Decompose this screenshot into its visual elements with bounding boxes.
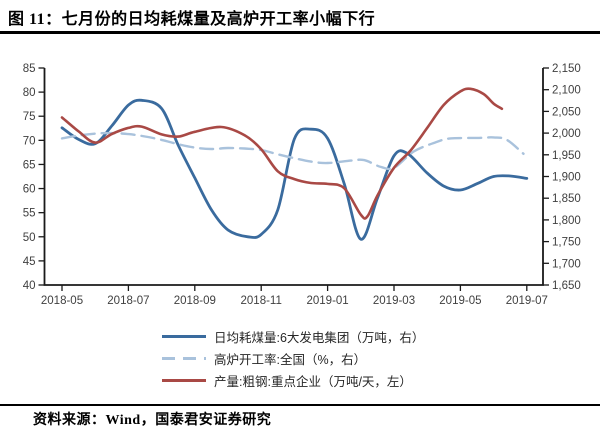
legend-label: 日均耗煤量:6大发电集团（万吨，右） (214, 330, 425, 345)
legend-item-crude-steel: 产量:粗钢:重点企业（万吨/天，左） (162, 369, 424, 391)
x-axis-tick-label: 2019-03 (373, 295, 415, 307)
right-axis-tick-label: 1,950 (552, 150, 581, 162)
x-axis-tick-label: 2018-11 (241, 295, 282, 307)
left-axis-tick-label: 85 (23, 63, 36, 75)
chart-legend: 日均耗煤量:6大发电集团（万吨，右） 高炉开工率:全国（%，右） 产量:粗钢:重… (162, 325, 424, 391)
x-axis-tick-label: 2019-05 (439, 295, 481, 307)
series-line-daily-coal-consumption (60, 98, 529, 241)
figure-title: 图 11：七月份的日均耗煤量及高炉开工率小幅下行 (8, 11, 376, 28)
right-axis-tick-label: 1,850 (552, 193, 581, 205)
legend-label: 产量:粗钢:重点企业（万吨/天，左） (214, 374, 412, 389)
left-axis-tick-label: 75 (23, 111, 36, 123)
left-axis-tick-label: 50 (23, 232, 36, 244)
title-rule (0, 31, 600, 34)
left-axis-tick-label: 70 (23, 135, 36, 147)
legend-item-daily-coal: 日均耗煤量:6大发电集团（万吨，右） (162, 325, 424, 347)
left-axis-tick-label: 40 (23, 280, 36, 292)
right-axis-tick-label: 2,050 (552, 106, 581, 118)
legend-label: 高炉开工率:全国（%，右） (214, 352, 367, 367)
right-axis-tick-label: 1,650 (552, 280, 581, 292)
x-axis-tick-label: 2019-01 (306, 295, 348, 307)
series-line-crude-steel-output (60, 87, 504, 220)
source-rule (0, 404, 600, 406)
left-axis-tick-label: 65 (23, 159, 36, 171)
left-axis-tick-label: 60 (23, 184, 36, 196)
right-axis-tick-label: 1,750 (552, 237, 581, 249)
legend-marker-dashed-lightblue-line (162, 356, 206, 360)
right-axis-tick-label: 1,900 (552, 172, 581, 184)
left-axis-tick-label: 80 (23, 87, 36, 99)
x-axis-tick-label: 2018-05 (41, 295, 83, 307)
legend-marker-solid-blue-line (162, 334, 206, 338)
legend-marker-solid-red-line (162, 378, 206, 382)
right-axis-tick-label: 2,150 (552, 63, 581, 75)
series-line-blast-furnace-operating-rate (60, 131, 525, 171)
source-note: 资料来源：Wind，国泰君安证券研究 (33, 413, 272, 428)
left-axis-tick-label: 45 (23, 256, 36, 268)
legend-item-blast-furnace: 高炉开工率:全国（%，右） (162, 347, 424, 369)
x-axis-tick-label: 2018-09 (174, 295, 216, 307)
right-axis-tick-label: 2,000 (552, 128, 581, 140)
right-axis-tick-label: 2,100 (552, 85, 581, 97)
right-axis-tick-label: 1,700 (552, 258, 581, 270)
axis-spines (43, 68, 544, 286)
right-axis-tick-label: 1,800 (552, 215, 581, 227)
x-axis-tick-label: 2018-07 (107, 295, 149, 307)
left-axis-tick-label: 55 (23, 208, 36, 220)
x-axis-tick-label: 2019-07 (506, 295, 548, 307)
